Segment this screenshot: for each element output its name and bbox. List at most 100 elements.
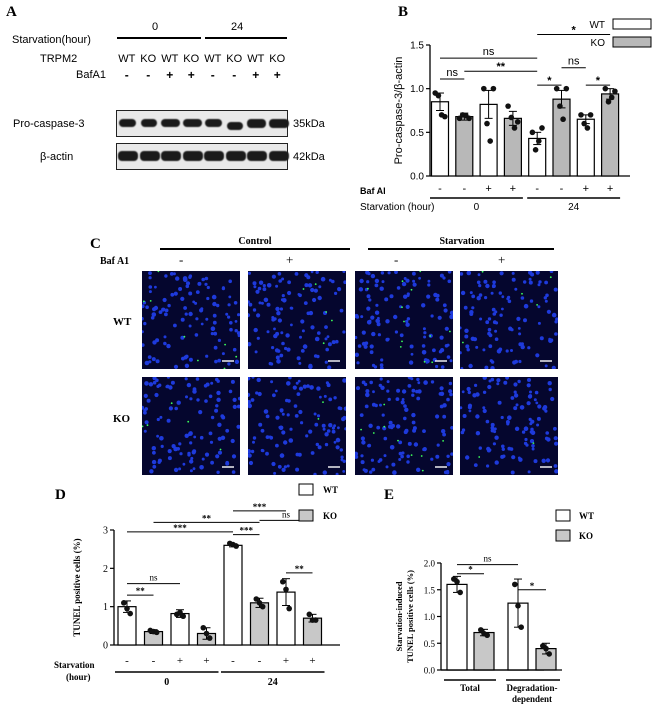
starvation-sign: +: [203, 655, 209, 667]
nucleus: [449, 310, 453, 316]
nucleus: [380, 366, 384, 369]
nucleus: [544, 409, 548, 413]
starvation-sign: +: [283, 655, 289, 667]
nucleus: [360, 454, 364, 458]
data-point: [505, 103, 511, 109]
nucleus: [385, 465, 389, 469]
nucleus: [544, 299, 548, 303]
tunel-positive-cell: [183, 335, 186, 338]
nucleus: [276, 359, 281, 364]
nucleus: [539, 336, 544, 341]
pro-caspase-3-label: Pro-caspase-3: [13, 118, 85, 130]
nucleus: [406, 454, 410, 459]
nucleus: [302, 384, 307, 389]
significance-label: ns: [483, 46, 495, 58]
nucleus: [256, 313, 261, 318]
data-point: [546, 651, 552, 657]
nucleus: [356, 361, 360, 365]
nucleus: [364, 404, 369, 409]
nucleus: [444, 344, 449, 348]
nucleus: [169, 272, 174, 276]
nucleus: [548, 387, 552, 392]
tunel-positive-cell: [401, 280, 404, 283]
data-point: [587, 112, 594, 118]
nucleus: [382, 426, 387, 431]
nucleus: [369, 380, 373, 385]
nucleus: [412, 282, 417, 287]
nucleus: [467, 405, 472, 410]
nucleus: [284, 346, 288, 351]
nucleus: [361, 330, 366, 335]
nucleus: [190, 456, 194, 460]
nucleus: [388, 420, 393, 425]
nucleus: [528, 277, 532, 281]
nucleus: [510, 349, 513, 352]
nucleus: [196, 398, 200, 402]
nucleus: [507, 446, 512, 451]
nucleus: [416, 396, 421, 401]
nucleus: [331, 279, 335, 284]
tunel-positive-cell: [423, 360, 426, 363]
nucleus: [189, 441, 193, 445]
nucleus: [529, 390, 532, 394]
tunel-positive-cell: [429, 335, 432, 337]
nucleus: [153, 305, 159, 311]
data-point: [124, 605, 130, 612]
nucleus: [162, 307, 166, 311]
nucleus: [533, 459, 538, 464]
nucleus: [527, 394, 533, 399]
nucleus: [271, 346, 275, 350]
nucleus: [230, 438, 235, 444]
nucleus: [298, 386, 304, 391]
nucleus: [204, 276, 209, 281]
panel-label-c: C: [90, 236, 101, 252]
nucleus: [295, 381, 299, 385]
nucleus: [307, 283, 313, 288]
nucleus: [217, 450, 223, 455]
nucleus: [469, 291, 473, 295]
baf-a1-label: Baf A1: [100, 256, 130, 267]
nucleus: [210, 415, 215, 420]
nucleus: [448, 389, 453, 394]
nucleus: [248, 453, 252, 458]
nucleus: [185, 395, 188, 399]
band: [247, 119, 267, 128]
nucleus: [144, 381, 149, 386]
nucleus: [142, 330, 144, 334]
nucleus: [286, 347, 291, 352]
nucleus: [273, 327, 276, 331]
nucleus: [496, 378, 501, 383]
data-point: [256, 600, 263, 606]
nucleus: [248, 302, 253, 307]
tunel-positive-cell: [532, 442, 535, 444]
nucleus: [232, 404, 237, 409]
hour-row-label: (hour): [66, 672, 91, 682]
nucleus: [205, 382, 210, 387]
nucleus: [147, 355, 152, 359]
nuclei-field: [355, 377, 453, 475]
nucleus: [250, 449, 255, 454]
nucleus: [512, 360, 517, 365]
data-point: [536, 138, 542, 144]
beta-actin-blot: [116, 143, 289, 170]
nucleus: [533, 398, 537, 402]
panel-label-e: E: [384, 487, 395, 503]
nucleus: [212, 301, 217, 307]
nucleus: [296, 356, 301, 361]
nucleus: [379, 286, 384, 291]
nucleus: [144, 407, 148, 411]
nucleus: [359, 278, 364, 284]
nucleus: [317, 445, 322, 450]
nucleus: [298, 293, 302, 298]
nucleus: [378, 458, 383, 462]
data-point: [539, 125, 545, 131]
baf-sign: +: [583, 183, 589, 195]
y-tick-label: 0.0: [410, 172, 424, 183]
nucleus: [274, 389, 278, 393]
nucleus: [204, 399, 208, 403]
baf-sign: -: [560, 183, 564, 195]
nucleus: [425, 358, 430, 364]
nucleus: [525, 443, 529, 447]
nucleus: [517, 379, 521, 384]
nucleus: [405, 304, 410, 309]
